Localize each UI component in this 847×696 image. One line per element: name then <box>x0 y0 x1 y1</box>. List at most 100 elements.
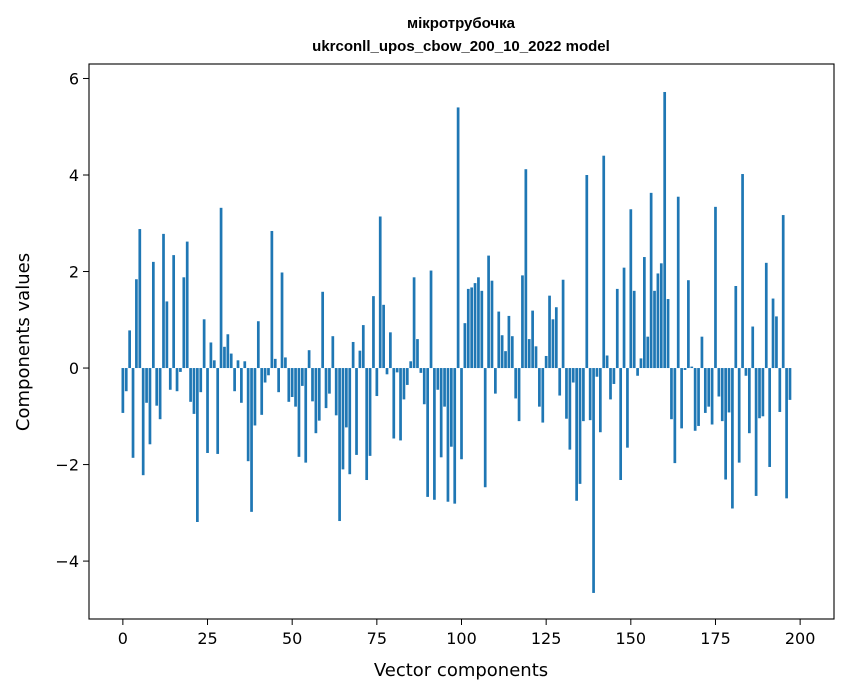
bar <box>375 368 379 397</box>
chart-subtitle: ukrconll_upos_cbow_200_10_2022 model <box>312 38 610 55</box>
bar <box>412 277 416 369</box>
bar <box>138 229 142 369</box>
bar <box>175 368 179 392</box>
bar <box>632 290 636 369</box>
bar <box>219 207 223 369</box>
x-tick-label: 175 <box>700 629 731 648</box>
bar <box>209 342 213 369</box>
bar <box>162 233 165 369</box>
bar <box>402 368 406 400</box>
x-tick-label: 100 <box>446 629 477 648</box>
bar <box>419 368 423 373</box>
bar <box>571 368 575 383</box>
bar <box>659 263 663 369</box>
bar <box>531 310 534 369</box>
bar <box>714 206 717 369</box>
chart-title: мікротрубочка <box>407 15 516 32</box>
bar <box>568 368 572 450</box>
bar <box>683 368 687 370</box>
bar <box>463 323 467 369</box>
bar <box>575 368 578 501</box>
bar <box>612 368 616 384</box>
bar <box>172 255 176 369</box>
bar <box>466 288 470 369</box>
bar <box>273 358 277 369</box>
bar <box>687 280 690 369</box>
bar <box>365 368 369 481</box>
bar <box>355 368 358 455</box>
bar <box>521 275 524 369</box>
bar <box>592 368 595 593</box>
bar <box>294 368 297 407</box>
bar <box>775 316 778 369</box>
bar <box>710 368 714 425</box>
bar <box>747 368 751 434</box>
bar <box>649 192 653 369</box>
bar <box>361 325 365 369</box>
bar <box>643 257 646 369</box>
bar <box>670 368 673 420</box>
bar <box>429 270 433 369</box>
x-tick-label: 25 <box>197 629 217 648</box>
bar <box>788 368 792 400</box>
bar <box>595 368 599 377</box>
bar <box>771 298 775 369</box>
bar <box>358 350 362 369</box>
bar <box>165 301 169 369</box>
bar <box>433 368 436 500</box>
x-tick-label: 150 <box>616 629 647 648</box>
bar <box>497 311 501 369</box>
bar <box>758 368 761 419</box>
y-tick-label: 6 <box>69 69 79 88</box>
x-tick-label: 125 <box>531 629 562 648</box>
bar <box>737 368 741 463</box>
bar <box>602 155 606 369</box>
bar <box>666 299 670 369</box>
bar <box>609 368 612 400</box>
bar <box>131 368 135 458</box>
bar <box>785 368 788 499</box>
bar <box>460 368 463 460</box>
bar <box>317 368 321 421</box>
bar <box>561 279 565 369</box>
bar <box>494 368 497 394</box>
bar <box>250 368 253 512</box>
bar <box>314 368 318 434</box>
bar <box>761 368 765 417</box>
bar <box>483 368 487 488</box>
bar <box>399 368 402 441</box>
bar <box>409 361 413 369</box>
bar <box>443 368 446 407</box>
bar <box>517 368 521 422</box>
bar <box>145 368 148 403</box>
bar <box>646 336 650 369</box>
bar <box>331 336 335 369</box>
bar <box>141 368 145 476</box>
bar <box>155 368 159 406</box>
bar <box>192 368 196 414</box>
bar <box>470 287 474 369</box>
bar <box>236 360 240 369</box>
x-axis-label: Vector components <box>374 660 548 681</box>
x-tick-label: 50 <box>282 629 302 648</box>
bar <box>548 295 551 369</box>
bar <box>216 368 220 454</box>
bar <box>128 330 131 369</box>
bar <box>392 368 396 439</box>
bar <box>615 288 619 369</box>
bar <box>676 196 680 369</box>
bar <box>297 368 301 457</box>
bar <box>558 368 562 396</box>
bar <box>578 368 582 484</box>
bar <box>700 336 704 369</box>
bar <box>267 368 270 376</box>
bar <box>629 209 633 369</box>
x-tick-label: 75 <box>367 629 387 648</box>
bar <box>378 216 382 369</box>
bar <box>422 368 426 405</box>
bar <box>426 368 429 497</box>
bar <box>477 277 480 369</box>
bar <box>212 360 216 369</box>
bar <box>368 368 372 456</box>
